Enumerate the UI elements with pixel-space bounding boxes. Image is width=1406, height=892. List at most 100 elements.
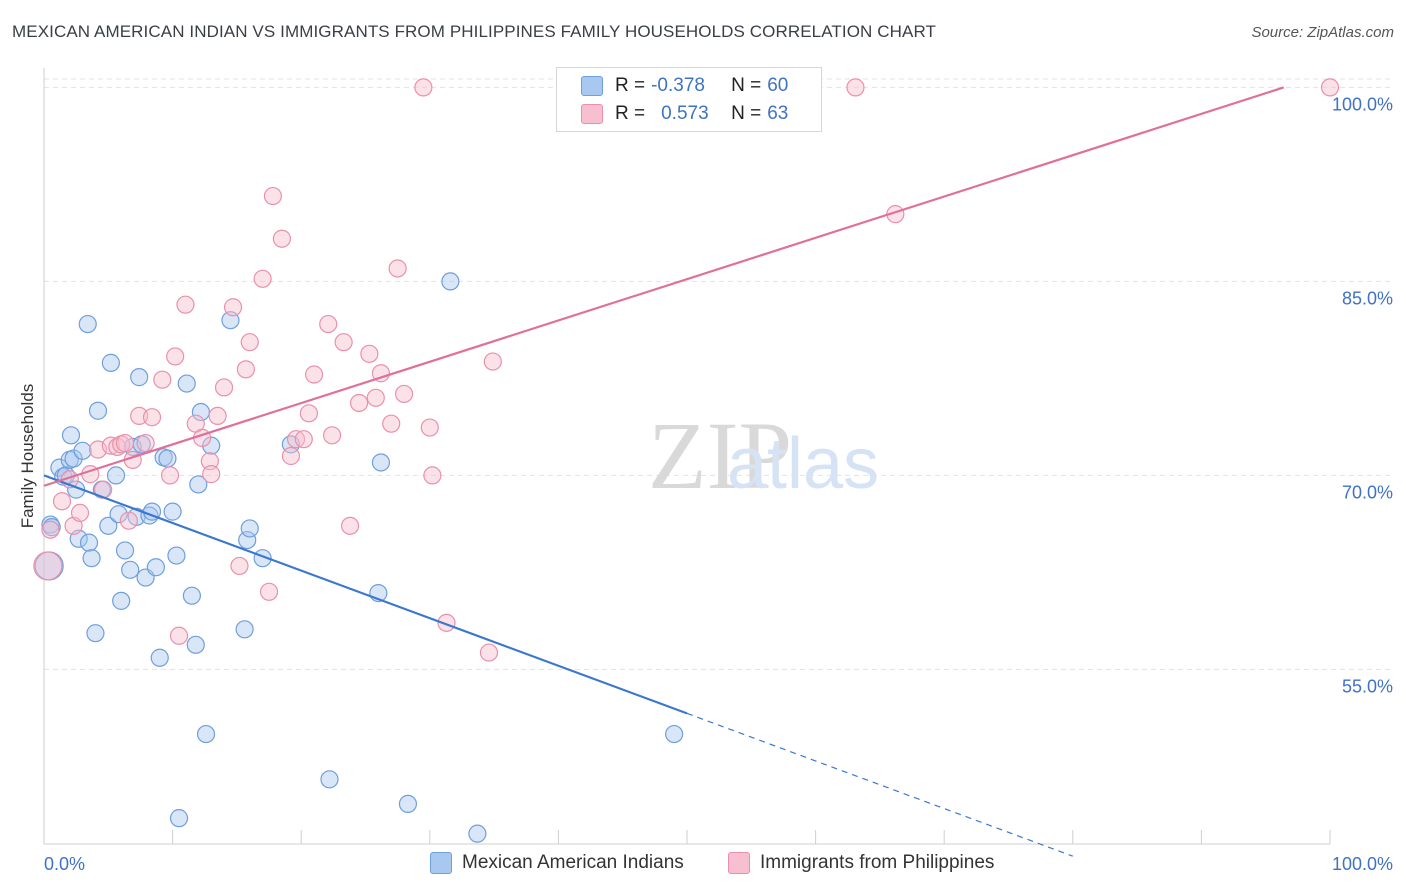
point-mexican-american-indians — [82, 549, 101, 568]
point-immigrants-philippines — [420, 418, 439, 437]
point-immigrants-philippines — [394, 384, 414, 404]
point-immigrants-philippines — [319, 314, 338, 334]
point-mexican-american-indians — [130, 368, 149, 387]
point-mexican-american-indians — [238, 530, 257, 550]
n-label: N = — [731, 103, 762, 124]
legend-row-series2: R = 0.573 N = 63 — [581, 101, 788, 127]
point-immigrants-philippines — [33, 551, 63, 581]
point-mexican-american-indians — [112, 591, 131, 610]
point-mexican-american-indians — [371, 453, 391, 472]
series2-swatch — [581, 104, 603, 124]
point-immigrants-philippines — [236, 360, 256, 379]
point-immigrants-philippines — [208, 406, 227, 426]
point-immigrants-philippines — [214, 378, 234, 397]
point-immigrants-philippines — [70, 503, 90, 523]
point-mexican-american-indians — [115, 541, 135, 560]
point-immigrants-philippines — [223, 298, 243, 317]
r-value: 0.573 — [661, 103, 709, 124]
trend-line-series1-extension — [686, 712, 1074, 857]
watermark-zip: ZIP — [648, 402, 792, 509]
legend-row-series1: R = -0.378 N = 60 — [581, 73, 788, 99]
point-mexican-american-indians — [240, 519, 259, 538]
point-mexican-american-indians — [196, 724, 216, 744]
point-mexican-american-indians — [189, 475, 208, 494]
point-immigrants-philippines — [322, 426, 342, 445]
r-label: R = — [615, 75, 646, 96]
watermark-atlas: atlas — [727, 424, 879, 504]
point-immigrants-philippines — [272, 229, 292, 248]
point-mexican-american-indians — [320, 770, 339, 789]
point-immigrants-philippines — [846, 78, 865, 97]
point-immigrants-philippines — [169, 626, 189, 645]
legend-item-series1: Mexican American Indians — [430, 852, 684, 874]
correlation-legend: R = -0.378 N = 60 R = 0.573 N = 63 — [556, 67, 822, 132]
axes — [43, 68, 1331, 845]
y-tick-label: 55.0% — [1342, 676, 1393, 696]
point-immigrants-philippines — [41, 520, 60, 539]
point-immigrants-philippines — [299, 404, 319, 423]
point-immigrants-philippines — [349, 393, 369, 413]
point-mexican-american-indians — [78, 314, 97, 334]
data-points — [33, 78, 1340, 843]
x-tick-label: 100.0% — [1332, 854, 1393, 874]
point-mexican-american-indians — [468, 824, 487, 843]
point-mexican-american-indians — [163, 502, 182, 521]
point-mexican-american-indians — [109, 505, 128, 524]
y-axis-label: Family Households — [18, 383, 37, 529]
point-immigrants-philippines — [483, 352, 502, 371]
point-immigrants-philippines — [202, 465, 221, 484]
point-immigrants-philippines — [371, 364, 391, 383]
point-immigrants-philippines — [423, 466, 442, 485]
n-value: 63 — [767, 103, 789, 124]
point-mexican-american-indians — [99, 516, 118, 535]
r-label: R = — [615, 103, 646, 124]
point-immigrants-philippines — [52, 492, 72, 511]
source-label: Source: ZipAtlas.com — [1251, 24, 1394, 41]
point-mexican-american-indians — [150, 648, 169, 667]
point-mexican-american-indians — [101, 353, 120, 372]
point-mexican-american-indians — [158, 449, 177, 468]
point-mexican-american-indians — [61, 426, 81, 445]
point-immigrants-philippines — [240, 333, 259, 352]
point-immigrants-philippines — [200, 452, 219, 471]
point-mexican-american-indians — [88, 401, 108, 420]
point-immigrants-philippines — [281, 446, 301, 466]
point-mexican-american-indians — [441, 272, 460, 291]
point-mexican-american-indians — [182, 586, 201, 605]
y-tick-label: 70.0% — [1342, 482, 1393, 502]
point-mexican-american-indians — [169, 809, 189, 828]
point-mexican-american-indians — [398, 794, 418, 814]
point-immigrants-philippines — [414, 78, 433, 97]
point-immigrants-philippines — [160, 466, 180, 485]
point-immigrants-philippines — [360, 344, 379, 363]
point-mexican-american-indians — [177, 374, 196, 393]
point-mexican-american-indians — [79, 533, 99, 552]
point-mexican-american-indians — [167, 546, 186, 565]
point-immigrants-philippines — [259, 582, 279, 601]
point-immigrants-philippines — [176, 295, 195, 314]
series2-label: Immigrants from Philippines — [760, 852, 995, 873]
point-immigrants-philippines — [263, 186, 283, 206]
series2-swatch — [728, 852, 750, 874]
point-mexican-american-indians — [121, 560, 140, 579]
x-tick-label: 0.0% — [44, 854, 85, 874]
n-label: N = — [731, 75, 762, 96]
point-mexican-american-indians — [146, 558, 165, 577]
point-immigrants-philippines — [334, 333, 353, 352]
point-immigrants-philippines — [166, 347, 185, 366]
series1-swatch — [581, 76, 603, 96]
legend-item-series2: Immigrants from Philippines — [728, 852, 994, 874]
y-tick-label: 85.0% — [1342, 288, 1393, 308]
r-value: -0.378 — [651, 75, 705, 96]
point-immigrants-philippines — [153, 370, 172, 389]
point-mexican-american-indians — [106, 466, 126, 485]
point-mexican-american-indians — [186, 635, 205, 654]
point-immigrants-philippines — [388, 259, 407, 278]
point-immigrants-philippines — [294, 430, 313, 449]
point-mexican-american-indians — [235, 620, 254, 639]
trend-lines — [43, 86, 1285, 857]
point-immigrants-philippines — [130, 406, 149, 426]
point-immigrants-philippines — [382, 414, 401, 433]
point-mexican-american-indians — [86, 624, 105, 643]
